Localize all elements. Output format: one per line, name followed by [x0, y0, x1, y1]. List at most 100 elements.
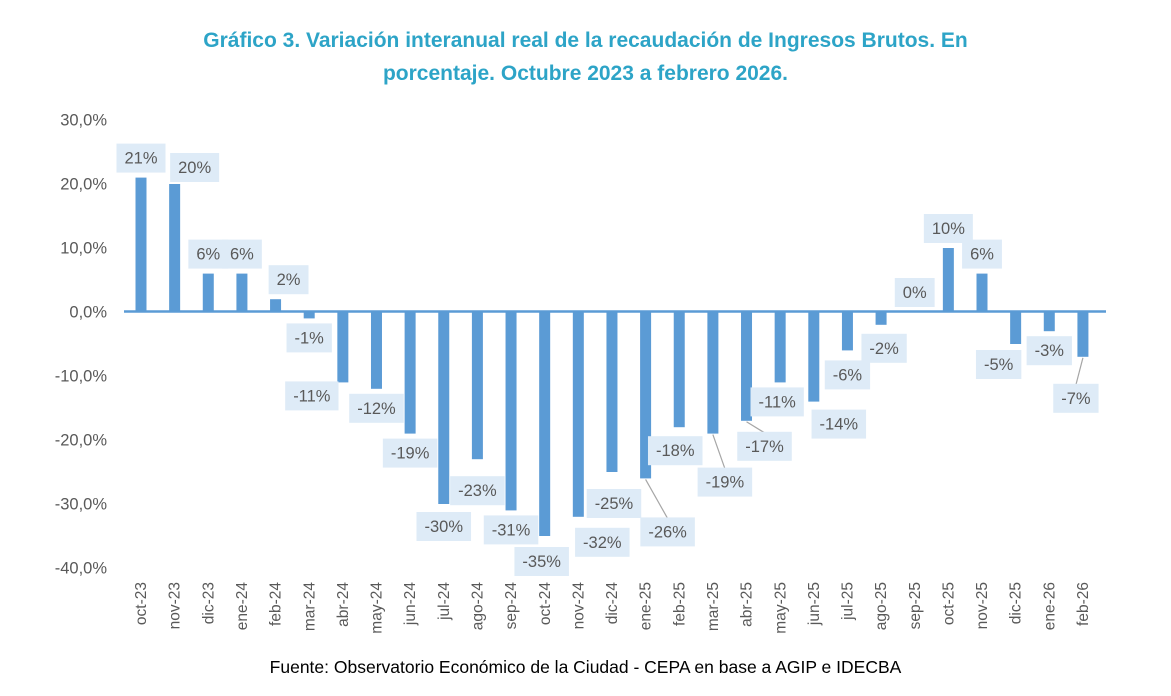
bar-value-label: 6%	[196, 246, 220, 264]
chart-source: Fuente: Observatorio Económico de la Ciu…	[269, 657, 902, 677]
x-axis-label: nov-23	[167, 582, 184, 629]
x-axis-label: ene-26	[1041, 582, 1058, 630]
bar-value-label: -23%	[458, 482, 497, 500]
bar	[303, 312, 315, 319]
bar-value-label: -19%	[391, 445, 430, 463]
x-axis-label: sep-24	[503, 582, 520, 630]
bar-value-label-box	[416, 512, 472, 541]
x-axis-label: feb-25	[671, 582, 688, 626]
bar	[673, 312, 685, 428]
x-axis-label: may-25	[772, 582, 789, 634]
bar-value-label-box	[647, 436, 703, 466]
x-axis-label: ene-25	[638, 582, 655, 630]
bar	[841, 312, 853, 351]
bar-value-label-box	[894, 278, 935, 307]
bar-value-label-box	[514, 547, 569, 576]
bar-value-label-box	[116, 143, 166, 173]
x-axis-label: mar-24	[301, 582, 318, 631]
bar-value-label: -11%	[759, 393, 797, 411]
x-axis-label: dic-24	[604, 582, 621, 625]
bar-value-label-box	[1026, 336, 1072, 366]
bar	[135, 177, 147, 312]
bar-series	[135, 177, 1089, 536]
bar-value-label: 0%	[903, 284, 927, 302]
bar	[1077, 312, 1089, 357]
bar-value-label: 2%	[277, 271, 301, 289]
bar-value-label-box	[285, 381, 339, 411]
bar	[438, 312, 450, 504]
bar	[640, 312, 652, 479]
x-axis-label: ago-25	[873, 582, 890, 630]
bar	[942, 248, 954, 312]
x-axis-label: ene-24	[234, 582, 251, 631]
y-axis-tick-label: 0,0%	[69, 304, 107, 322]
bar-value-label: 20%	[178, 159, 211, 177]
bar-value-label: -3%	[1035, 342, 1065, 360]
bar-value-label-box	[1053, 383, 1099, 413]
bar-value-label: -35%	[522, 553, 561, 571]
y-axis-tick-label: -30,0%	[55, 496, 108, 514]
bar-value-label-box	[349, 393, 404, 423]
y-axis-tick-label: -40,0%	[55, 560, 108, 578]
bar-value-label-box	[286, 323, 332, 353]
bar	[774, 312, 786, 383]
y-axis-tick-label: -20,0%	[55, 432, 108, 450]
x-axis-label: dic-25	[1008, 582, 1025, 624]
x-axis-label: jul-24	[436, 582, 453, 621]
x-axis-label: mar-25	[705, 582, 722, 631]
bar	[808, 312, 820, 402]
y-axis: 30,0% 20,0% 10,0% 0,0% -10,0% -20,0% -30,0% -40…	[55, 112, 108, 578]
y-axis-tick-label: 10,0%	[60, 240, 107, 258]
bar	[236, 273, 248, 312]
chart-title: Gráfico 3. Variación interanual real de …	[0, 24, 1171, 90]
x-axis-label: feb-26	[1075, 582, 1092, 626]
x-axis-label: abr-25	[739, 582, 756, 627]
bar-value-label-box	[450, 476, 505, 506]
x-axis-label: feb-24	[268, 582, 285, 626]
bar-value-label: 10%	[932, 220, 965, 238]
bar-value-label: -18%	[656, 442, 695, 460]
bar	[270, 299, 282, 312]
bar	[169, 184, 181, 312]
bar-value-label-box	[923, 214, 973, 243]
bar-value-label-box	[697, 467, 753, 497]
x-axis-label: jun-25	[806, 582, 823, 626]
label-leader-line	[645, 479, 669, 519]
bar-value-label-box	[824, 360, 871, 390]
bar-value-label: -25%	[595, 495, 634, 513]
chart-title-line2: porcentaje. Octubre 2023 a febrero 2026.	[382, 62, 789, 85]
bar-value-label: -26%	[648, 523, 687, 541]
bar-value-label: -31%	[492, 521, 531, 539]
bar	[1010, 312, 1022, 344]
bar-value-label: -30%	[424, 518, 463, 536]
bar-value-label: -2%	[869, 340, 899, 358]
x-axis-label: nov-25	[974, 582, 991, 629]
bar-value-label: -5%	[984, 356, 1014, 374]
bar-value-label: -7%	[1061, 390, 1091, 408]
bar-value-label-box	[737, 431, 792, 461]
bar-value-label: 6%	[230, 246, 254, 264]
x-axis-label: may-24	[369, 582, 386, 634]
bar-value-label-box	[483, 515, 539, 545]
bar-value-label-box	[575, 527, 630, 557]
bar	[471, 312, 483, 460]
bar	[505, 312, 517, 511]
bar-value-label-box	[268, 265, 309, 295]
bar-value-label-box	[975, 350, 1022, 379]
x-axis-label: oct-23	[133, 582, 150, 625]
x-axis-label: oct-24	[537, 582, 554, 625]
bar-value-label-box	[382, 438, 438, 468]
bar-value-label: -12%	[357, 400, 396, 418]
x-axis-label: dic-23	[200, 582, 217, 624]
label-leader-line	[1075, 357, 1084, 385]
bar-value-label-box	[640, 517, 695, 547]
bar-value-label-box	[188, 239, 229, 269]
bar-value-label-box	[861, 333, 907, 363]
bar-value-label: -17%	[745, 438, 784, 456]
bar	[1043, 312, 1055, 332]
bar	[572, 312, 584, 517]
label-leader-line	[712, 434, 726, 469]
x-axis-label: jun-24	[402, 582, 419, 626]
chart-title-line1: Gráfico 3. Variación interanual real de …	[203, 29, 968, 52]
